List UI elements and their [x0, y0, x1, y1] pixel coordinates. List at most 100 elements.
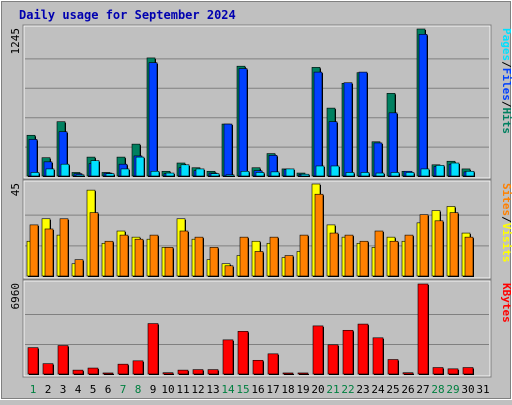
bar-pages — [255, 172, 265, 177]
bar-sites — [314, 193, 324, 277]
bar-pages — [270, 171, 280, 177]
chart-title: Daily usage for September 2024 — [19, 8, 236, 22]
bar-kbytes — [447, 368, 459, 375]
panel-max-label: 6960 — [9, 283, 22, 310]
bar-kbytes — [177, 369, 189, 375]
x-tick-label: 24 — [371, 383, 385, 396]
bar-kbytes — [42, 363, 54, 375]
bar-files — [358, 71, 368, 177]
bar-kbytes — [207, 369, 219, 375]
panel-kbytes: 6960 KBytes — [9, 279, 512, 378]
x-axis-day-labels: 1 2 3 4 5 6 7 8 9 10 11 12 13 14 15 16 17 18 19 20 21 22 23 24 2… — [30, 383, 490, 396]
bar-sites — [344, 234, 354, 277]
x-tick-label: 26 — [401, 383, 414, 396]
bar-kbytes — [132, 360, 144, 375]
bar-pages — [60, 163, 70, 177]
bar-sites — [89, 212, 99, 277]
x-tick-label: 29 — [446, 383, 459, 396]
x-tick-label: 4 — [75, 383, 82, 396]
legend-item: / — [500, 216, 512, 223]
bar-kbytes — [27, 347, 39, 375]
bar-sites — [254, 251, 264, 277]
x-tick-label: 22 — [341, 383, 354, 396]
bar-pages — [105, 173, 115, 177]
bar-sites — [104, 240, 114, 277]
x-tick-label: 3 — [60, 383, 67, 396]
x-tick-label: 12 — [191, 383, 204, 396]
bar-pages — [150, 170, 160, 177]
bar-files — [28, 139, 38, 177]
bar-sites — [329, 232, 339, 277]
bar-pages — [375, 172, 385, 177]
bar-kbytes — [252, 359, 264, 375]
bar-sites — [209, 247, 219, 277]
x-tick-label: 17 — [266, 383, 279, 396]
bar-sites — [44, 228, 54, 277]
bar-kbytes-shadow — [104, 373, 114, 375]
x-tick-label: 11 — [176, 383, 189, 396]
panel-frame-dark — [22, 179, 492, 280]
bar-files — [223, 123, 233, 177]
bar-pages — [420, 168, 430, 177]
bar-sites — [194, 236, 204, 277]
x-tick-label: 10 — [161, 383, 174, 396]
bar-sites — [404, 234, 414, 277]
x-tick-label: 1 — [30, 383, 37, 396]
x-tick-label: 13 — [206, 383, 219, 396]
bar-kbytes — [417, 283, 429, 375]
panel-max-label: 45 — [9, 183, 22, 196]
bar-kbytes — [387, 359, 399, 375]
x-tick-label: 30 — [461, 383, 474, 396]
bar-pages — [285, 168, 295, 177]
bar-kbytes — [147, 323, 159, 375]
bar-sites — [389, 240, 399, 277]
x-tick-label: 19 — [296, 383, 309, 396]
bar-sites — [434, 220, 444, 277]
bar-pages — [465, 170, 475, 177]
legend-item: Files — [500, 68, 512, 101]
panel-legend: Sites/Visits — [500, 183, 512, 263]
bar-pages — [330, 165, 340, 177]
bar-files — [238, 68, 248, 177]
bar-sites — [164, 247, 174, 277]
bar-files — [148, 62, 158, 177]
x-tick-label: 31 — [476, 383, 489, 396]
bar-pages-shadow — [227, 175, 235, 177]
bar-sites — [149, 234, 159, 277]
panel-frame-light — [23, 25, 491, 179]
bar-sites — [449, 212, 459, 277]
x-tick-label: 9 — [150, 383, 157, 396]
bar-sites — [374, 230, 384, 277]
bar-pages — [300, 173, 310, 177]
bar-sites — [464, 236, 474, 277]
bar-kbytes — [222, 339, 234, 375]
bar-pages — [90, 160, 100, 177]
legend-item: Sites — [500, 183, 512, 216]
x-tick-label: 8 — [135, 383, 142, 396]
legend-item: KBytes — [500, 283, 512, 323]
bar-pages — [390, 172, 400, 177]
bar-kbytes — [87, 367, 99, 375]
x-tick-label: 18 — [281, 383, 294, 396]
bar-sites — [179, 230, 189, 277]
legend-item: Pages — [500, 28, 512, 61]
x-tick-label: 16 — [251, 383, 264, 396]
bar-sites — [29, 224, 39, 277]
bar-pages — [240, 170, 250, 177]
x-tick-label: 14 — [221, 383, 235, 396]
bar-sites — [299, 234, 309, 277]
bar-kbytes — [432, 367, 444, 375]
x-tick-label: 6 — [105, 383, 112, 396]
bar-kbytes-shadow — [164, 373, 174, 375]
x-tick-label: 5 — [90, 383, 97, 396]
x-tick-label: 28 — [431, 383, 444, 396]
bar-kbytes — [117, 363, 129, 375]
bar-files — [418, 34, 428, 177]
x-tick-label: 2 — [45, 383, 52, 396]
legend-item: Visits — [500, 223, 512, 263]
bar-pages — [180, 164, 190, 177]
bar-kbytes-shadow — [404, 373, 414, 375]
bar-pages — [435, 165, 445, 177]
bar-pages — [120, 168, 130, 177]
